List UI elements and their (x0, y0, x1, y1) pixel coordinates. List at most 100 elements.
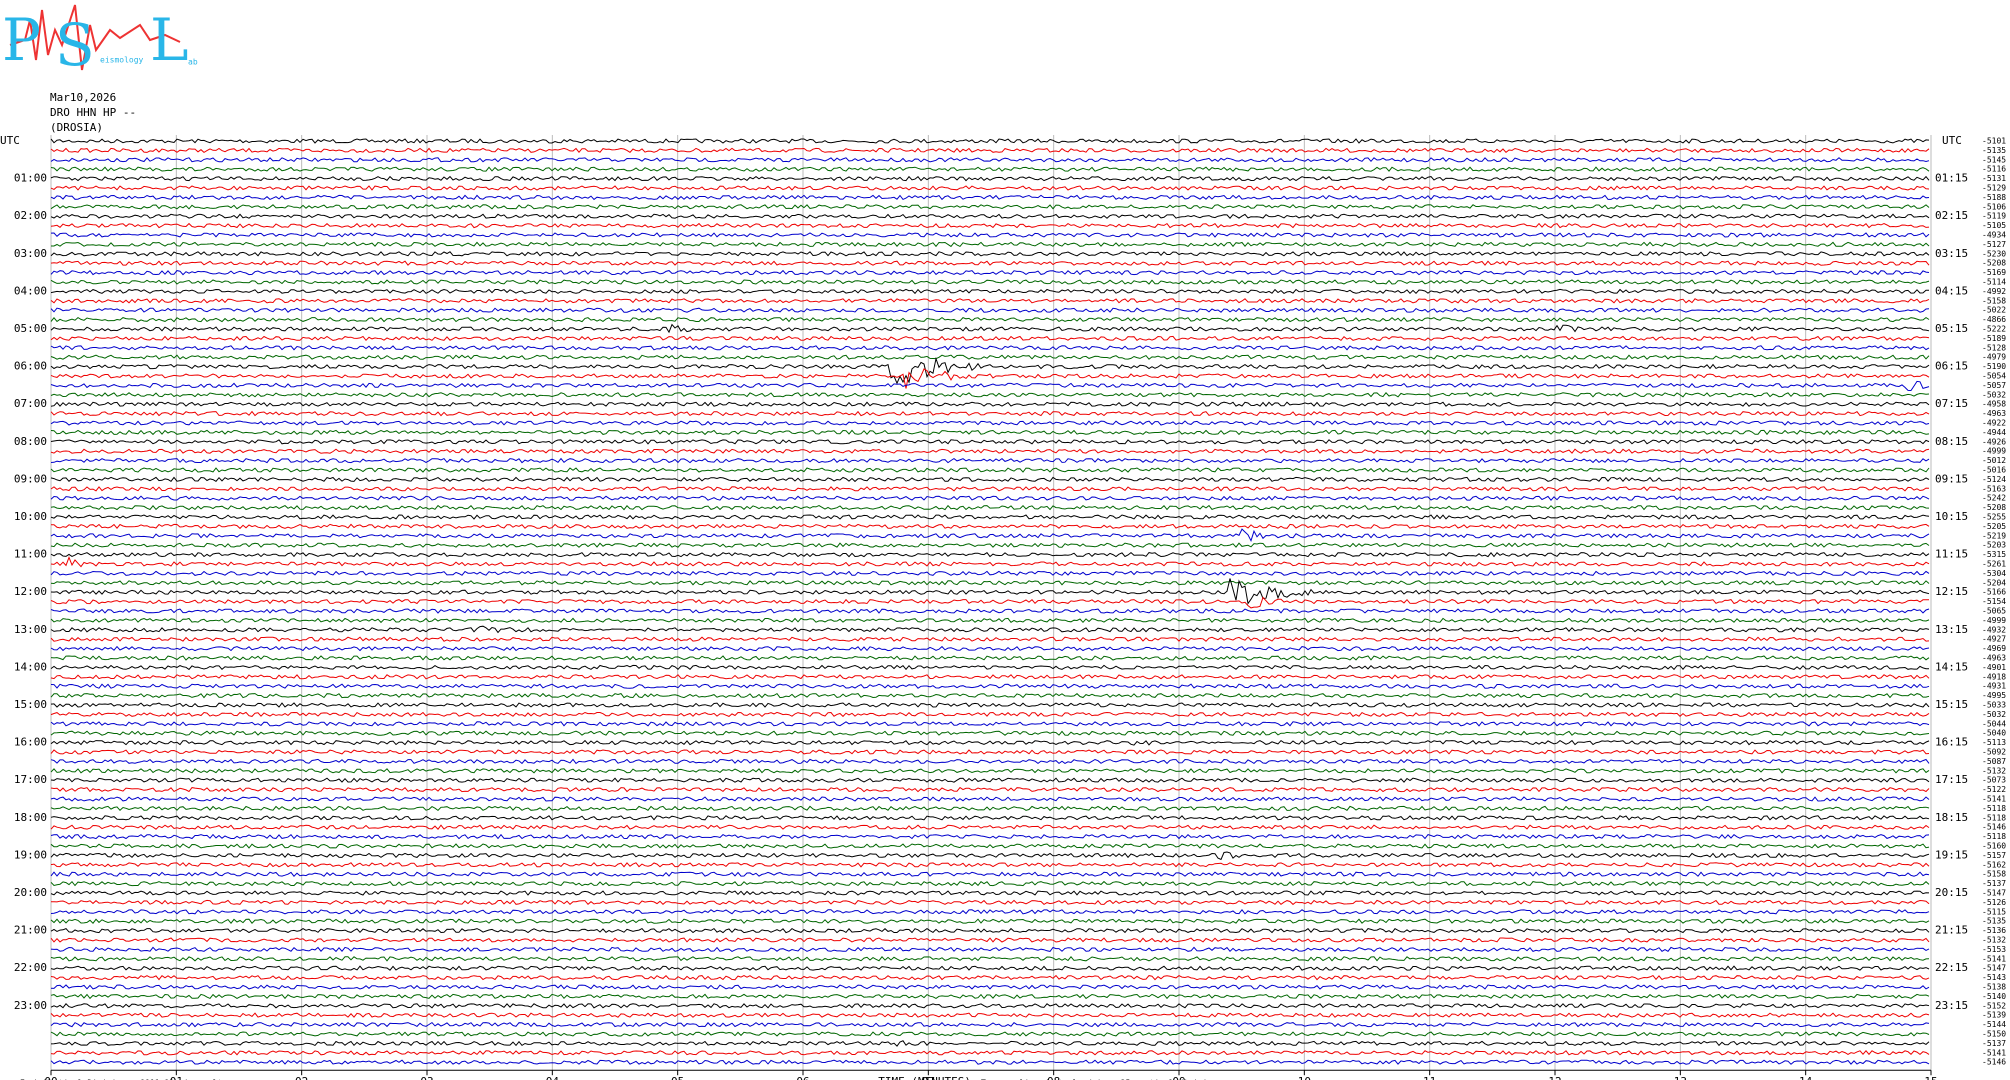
trace (50, 542, 1930, 548)
trace-offset: -5205 (1982, 522, 2006, 531)
trace (50, 625, 1930, 634)
trace (50, 298, 1930, 304)
trace-offset: -5118 (1982, 813, 2006, 822)
trace (50, 1040, 1930, 1047)
trace-offset: -5219 (1982, 531, 2006, 540)
hour-label: 19:15 (1935, 848, 1968, 861)
trace (50, 786, 1930, 793)
trace-offset: -4963 (1982, 654, 2006, 663)
trace (50, 645, 1930, 652)
hour-label: 10:15 (1935, 510, 1968, 523)
trace (50, 222, 1930, 229)
trace-offset: -4918 (1982, 672, 2006, 681)
trace-offset: -5135 (1982, 146, 2006, 155)
hour-label: 02:15 (1935, 209, 1968, 222)
trace (50, 692, 1930, 699)
logo: P S L eismology ab (2, 4, 198, 79)
trace (50, 1021, 1930, 1028)
trace (50, 1012, 1930, 1018)
trace (50, 1031, 1930, 1037)
trace-offset: -5105 (1982, 221, 2006, 230)
trace-offset: -5203 (1982, 541, 2006, 550)
trace-offset: -5135 (1982, 917, 2006, 926)
trace (50, 664, 1930, 671)
trace-offset: -4979 (1982, 353, 2006, 362)
date: Mar10,2026 (50, 91, 116, 104)
trace-offset: -5087 (1982, 757, 2006, 766)
hour-label: 01:00 (14, 172, 47, 185)
x-tick-label: 05 (671, 1075, 684, 1080)
trace (50, 410, 1930, 417)
x-tick-label: 14 (1799, 1075, 1813, 1080)
clip-note: Traces clipped at plus/minus 25 vertical… (981, 1079, 1222, 1080)
hour-label: 10:00 (14, 510, 47, 523)
trace (50, 232, 1930, 238)
trace (50, 674, 1930, 680)
trace-offset: -4927 (1982, 635, 2006, 644)
trace (50, 617, 1930, 624)
trace (50, 937, 1930, 943)
trace-offset: -4995 (1982, 691, 2006, 700)
trace-offset: -5152 (1982, 1001, 2006, 1010)
trace-offset: -4992 (1982, 287, 2006, 296)
channel: DRO HHN HP -- (50, 106, 136, 119)
hour-label: 17:15 (1935, 773, 1968, 786)
trace-offset: -5101 (1982, 137, 2006, 146)
hour-label: 02:00 (14, 209, 47, 222)
x-tick-label: 09 (1172, 1075, 1185, 1080)
hour-label: 13:00 (14, 623, 47, 636)
hour-label: 11:15 (1935, 548, 1968, 561)
trace-offset: -5118 (1982, 804, 2006, 813)
trace (50, 993, 1930, 1000)
trace-offset: -5158 (1982, 870, 2006, 879)
logo-wave (9, 4, 181, 71)
hour-label: 18:15 (1935, 811, 1968, 824)
trace-offset: -4926 (1982, 437, 2006, 446)
trace-offset: -5040 (1982, 729, 2006, 738)
x-tick-label: 07 (922, 1075, 935, 1080)
trace (50, 429, 1930, 436)
hour-label: 22:15 (1935, 961, 1968, 974)
trace-offset: -5131 (1982, 174, 2006, 183)
trace (50, 185, 1930, 191)
trace (50, 1003, 1930, 1009)
logo-letter: S (55, 11, 95, 79)
x-tick-label: 15 (1924, 1075, 1937, 1080)
trace-offset: -5044 (1982, 719, 2006, 728)
hour-label: 07:15 (1935, 397, 1968, 410)
trace-offset: -5106 (1982, 202, 2006, 211)
trace-offset: -5127 (1982, 240, 2006, 249)
trace-offset: -5139 (1982, 1011, 2006, 1020)
hour-label: 15:00 (14, 698, 47, 711)
trace-offset: -5132 (1982, 936, 2006, 945)
x-tick-label: 11 (1423, 1075, 1436, 1080)
trace (50, 596, 1929, 609)
trace-offset: -5132 (1982, 766, 2006, 775)
trace (50, 420, 1930, 426)
trace-offset: -5150 (1982, 1030, 2006, 1039)
trace-offset: -5162 (1982, 860, 2006, 869)
trace-offset: -4934 (1982, 231, 2006, 240)
trace-offset: -5141 (1982, 954, 2006, 963)
trace (50, 739, 1930, 746)
hour-label: 17:00 (14, 773, 47, 786)
trace (50, 345, 1930, 351)
hour-label: 05:15 (1935, 322, 1968, 335)
trace-offset: -5136 (1982, 926, 2006, 935)
trace (50, 213, 1930, 219)
trace-offset: -5118 (1982, 832, 2006, 841)
trace (50, 833, 1930, 840)
hour-label: 20:00 (14, 886, 47, 899)
trace (50, 401, 1930, 407)
trace (50, 749, 1930, 755)
hour-label: 09:15 (1935, 472, 1968, 485)
trace (50, 908, 1930, 915)
trace-offset: -5144 (1982, 1020, 2006, 1029)
trace (50, 683, 1930, 689)
trace-offset: -5140 (1982, 992, 2006, 1001)
x-tick-label: 13 (1674, 1075, 1687, 1080)
trace (50, 570, 1930, 577)
trace (50, 956, 1930, 962)
trace-offset: -4922 (1982, 419, 2006, 428)
